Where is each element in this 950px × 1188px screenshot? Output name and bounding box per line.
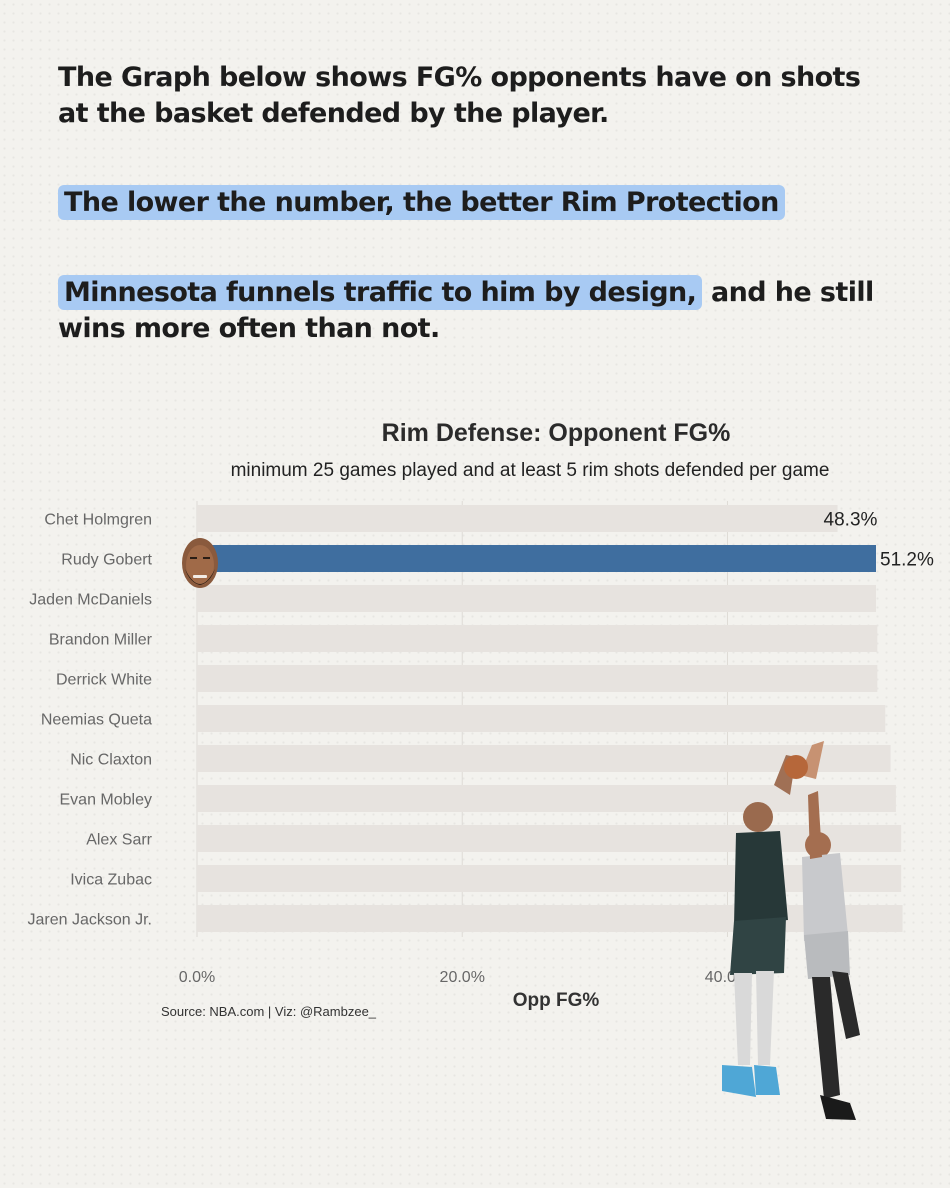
category-label: Ivica Zubac [70,872,152,889]
bar-value-label: 51.2% [880,550,934,571]
x-tick-label: 0.0% [179,969,215,986]
bar [197,785,896,812]
rudy-gobert-face-icon [182,538,218,588]
category-label: Jaden McDaniels [29,592,152,609]
category-label: Jaren Jackson Jr. [28,912,153,929]
headline-intro: The Graph below shows FG% opponents have… [58,62,861,129]
bar [197,545,876,572]
category-label: Derrick White [56,672,152,689]
category-label: Rudy Gobert [61,552,152,569]
x-axis-label: Opp FG% [513,990,600,1010]
x-tick-labels: 0.0% 20.0% 40.0% [179,969,750,986]
player-timberwolves [722,755,796,1097]
headline-minnesota-rest: and he still wins more often than not. [58,277,874,344]
bar [197,625,878,652]
bar-value-label: 48.3% [824,510,878,531]
category-labels: Chet Holmgren Rudy Gobert Jaden McDaniels B… [28,512,153,929]
chart-title: Rim Defense: Opponent FG% [381,419,731,447]
bar [197,585,876,612]
category-label: Chet Holmgren [44,512,152,529]
chart-subtitle: minimum 25 games played and at least 5 r… [230,460,830,481]
x-tick-label: 20.0% [440,969,485,986]
players-action-photo [722,741,860,1120]
category-label: Neemias Queta [41,712,152,729]
category-label: Brandon Miller [49,632,153,649]
bar [197,665,878,692]
bar [197,505,838,532]
player-spurs [800,741,860,1120]
highlight-text: The lower the number, the better Rim Pro… [58,185,785,220]
category-label: Evan Mobley [60,792,153,809]
highlight-text-minnesota: Minnesota funnels traffic to him by desi… [58,275,703,310]
headline-highlight: The lower the number, the better Rim Pro… [58,185,785,221]
source-credit: Source: NBA.com | Viz: @Rambzee_ [161,1004,377,1019]
basketball-icon [784,755,808,779]
bar [197,825,902,852]
headline-minnesota: Minnesota funnels traffic to him by desi… [58,275,888,347]
bar [197,705,886,732]
category-label: Nic Claxton [70,752,152,769]
bar [197,745,891,772]
category-label: Alex Sarr [86,832,152,849]
